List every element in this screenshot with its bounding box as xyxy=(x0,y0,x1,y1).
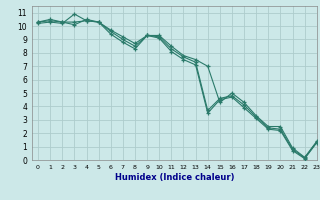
X-axis label: Humidex (Indice chaleur): Humidex (Indice chaleur) xyxy=(115,173,234,182)
